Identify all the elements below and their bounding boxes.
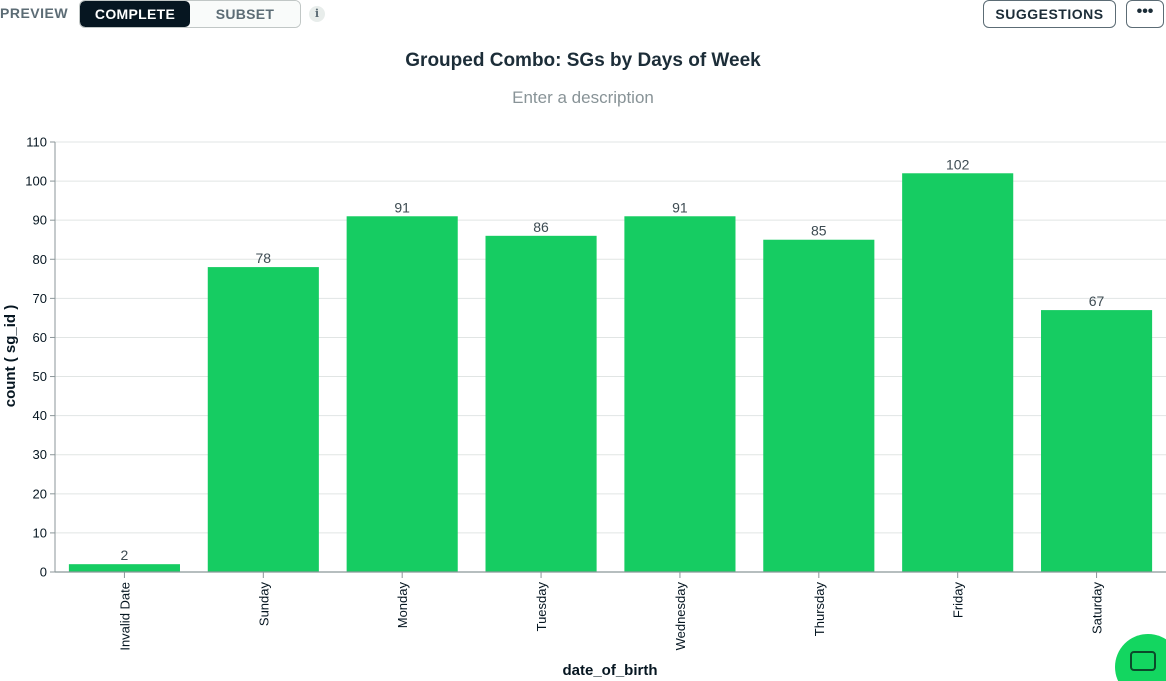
bar[interactable] bbox=[485, 235, 597, 572]
x-tick-label: Sunday bbox=[256, 582, 271, 627]
bars: 2 78 91 86 91 85 102 67 bbox=[68, 156, 1153, 573]
y-axis-label: count ( sg_id ) bbox=[2, 305, 19, 408]
x-tick-label: Invalid Date bbox=[117, 582, 132, 651]
bar[interactable] bbox=[346, 216, 458, 573]
sample-mode-toggle: COMPLETE SUBSET bbox=[79, 0, 301, 28]
y-tick-label: 50 bbox=[33, 369, 47, 384]
y-tick-label: 40 bbox=[33, 408, 47, 423]
data-label: 86 bbox=[533, 219, 549, 235]
preview-label: PREVIEW bbox=[0, 5, 69, 21]
y-tick-label: 70 bbox=[33, 291, 47, 306]
chart-title[interactable]: Grouped Combo: SGs by Days of Week bbox=[405, 50, 761, 71]
x-tick-label: Friday bbox=[951, 582, 966, 619]
bar[interactable] bbox=[763, 239, 875, 572]
y-tick-label: 20 bbox=[33, 486, 47, 501]
chat-icon bbox=[1130, 651, 1156, 671]
y-tick-label: 10 bbox=[33, 525, 47, 540]
info-icon[interactable]: i bbox=[309, 6, 325, 22]
data-label: 91 bbox=[672, 199, 688, 215]
y-tick-label: 110 bbox=[26, 135, 47, 150]
y-tick-label: 80 bbox=[33, 252, 47, 267]
x-tick-label: Tuesday bbox=[534, 582, 549, 632]
y-tick-label: 0 bbox=[40, 565, 47, 580]
y-tick-label: 100 bbox=[25, 174, 47, 189]
bar[interactable] bbox=[1041, 310, 1153, 572]
x-tick-label: Wednesday bbox=[673, 582, 688, 651]
data-label: 2 bbox=[121, 547, 129, 563]
x-tick-label: Thursday bbox=[812, 582, 827, 637]
x-axis-label: date_of_birth bbox=[562, 662, 657, 679]
suggestions-button[interactable]: SUGGESTIONS bbox=[983, 0, 1116, 28]
y-tick-label: 60 bbox=[33, 330, 47, 345]
x-tick-label: Saturday bbox=[1090, 582, 1105, 635]
y-tick-label: 30 bbox=[33, 447, 47, 462]
data-label: 67 bbox=[1089, 293, 1105, 309]
subset-button[interactable]: SUBSET bbox=[190, 1, 300, 27]
data-label: 85 bbox=[811, 223, 827, 239]
bar[interactable] bbox=[902, 173, 1014, 573]
chart-description[interactable]: Enter a description bbox=[512, 88, 654, 107]
y-tick-label: 90 bbox=[33, 213, 47, 228]
bar[interactable] bbox=[624, 216, 736, 573]
bar[interactable] bbox=[207, 267, 319, 572]
data-label: 78 bbox=[256, 250, 272, 266]
x-tick-label: Monday bbox=[395, 582, 410, 629]
x-axis: Invalid Date Sunday Monday Tuesday Wednesday… bbox=[55, 571, 1166, 651]
complete-button[interactable]: COMPLETE bbox=[80, 1, 190, 27]
bar[interactable] bbox=[68, 564, 180, 572]
y-axis: 0 10 20 30 40 50 60 70 80 90 100 110 bbox=[25, 135, 56, 580]
data-label: 91 bbox=[394, 199, 410, 215]
data-label: 102 bbox=[946, 156, 970, 172]
more-options-button[interactable]: ••• bbox=[1126, 0, 1164, 28]
